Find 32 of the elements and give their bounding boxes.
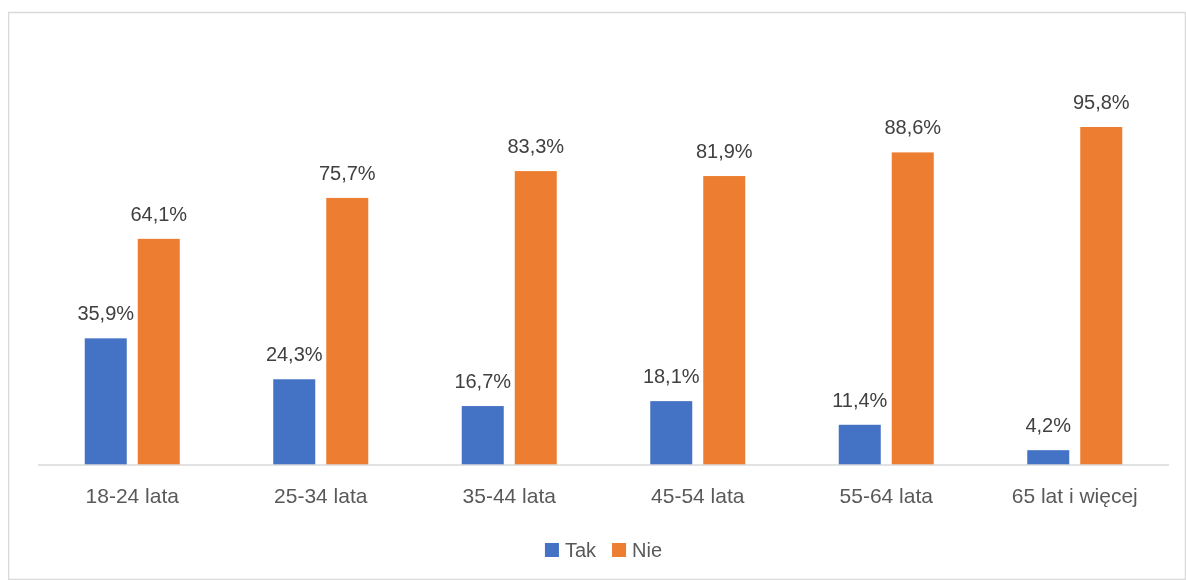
bar [1027, 450, 1070, 465]
bar [703, 176, 746, 465]
x-tick-label: 55-64 lata [839, 484, 934, 507]
x-tick-label: 25-34 lata [274, 484, 368, 507]
data-label: 4,2% [1025, 414, 1072, 437]
x-tick-label: 45-54 lata [651, 484, 745, 507]
bar [461, 406, 504, 465]
legend-label: Tak [564, 539, 598, 561]
bar [650, 401, 693, 465]
data-label: 81,9% [695, 140, 753, 163]
legend-label: Nie [632, 539, 663, 561]
data-label: 75,7% [318, 161, 376, 184]
bar [273, 379, 316, 465]
bar [84, 338, 127, 465]
data-label: 11,4% [832, 388, 888, 411]
data-label: 83,3% [507, 135, 565, 158]
bar [326, 197, 369, 465]
data-label: 24,3% [265, 343, 323, 366]
bar [514, 171, 557, 465]
bar [838, 424, 881, 465]
x-tick-label: 65 lat i więcej [1011, 484, 1138, 507]
x-tick-label: 18-24 lata [85, 484, 180, 507]
data-label: 88,6% [884, 116, 942, 139]
bar [137, 238, 180, 465]
data-label: 95,8% [1072, 91, 1130, 113]
data-label: 35,9% [77, 302, 135, 325]
bar [1080, 127, 1123, 465]
data-label: 16,7% [454, 370, 512, 393]
data-label: 18,1% [642, 365, 700, 388]
bar [891, 152, 934, 465]
data-label: 64,1% [130, 202, 188, 225]
x-tick-label: 35-44 lata [462, 484, 557, 507]
